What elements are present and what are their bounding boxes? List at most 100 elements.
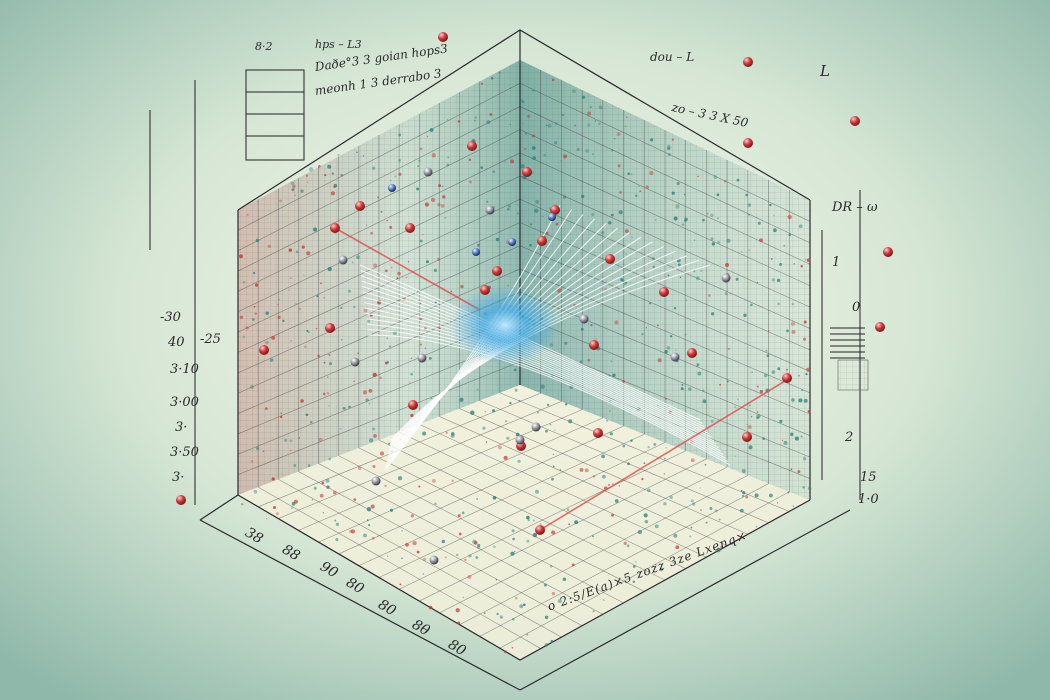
speckle-dot bbox=[357, 466, 362, 470]
speckle-dot bbox=[357, 352, 359, 354]
speckle-dot bbox=[641, 478, 644, 481]
speckle-dot bbox=[459, 397, 464, 402]
speckle-dot bbox=[547, 123, 552, 128]
speckle-dot bbox=[618, 484, 621, 487]
grey-sphere bbox=[515, 435, 525, 445]
speckle-dot bbox=[282, 319, 285, 322]
speckle-dot bbox=[419, 239, 423, 243]
speckle-dot bbox=[342, 406, 346, 410]
speckle-dot bbox=[791, 398, 795, 402]
grid-line bbox=[439, 466, 728, 614]
speckle-dot bbox=[526, 539, 530, 543]
speckle-dot bbox=[475, 556, 479, 559]
speckle-dot bbox=[469, 180, 473, 184]
speckle-dot bbox=[587, 358, 591, 362]
speckle-dot bbox=[747, 425, 752, 429]
speckle-dot bbox=[438, 184, 442, 188]
speckle-dot bbox=[277, 304, 279, 306]
speckle-dot bbox=[501, 616, 503, 619]
speckle-dot bbox=[759, 389, 764, 394]
speckle-dot bbox=[748, 404, 751, 407]
spheres bbox=[176, 32, 893, 565]
speckle-dot bbox=[803, 398, 808, 403]
speckle-dot bbox=[724, 292, 728, 296]
speckle-dot bbox=[709, 507, 713, 510]
speckle-dot bbox=[798, 224, 803, 229]
speckle-dot bbox=[254, 283, 259, 287]
speckle-dot bbox=[635, 194, 638, 197]
speckle-dot bbox=[579, 360, 583, 364]
speckle-dot bbox=[552, 465, 555, 468]
speckle-dot bbox=[608, 374, 611, 377]
speckle-dot bbox=[512, 617, 515, 621]
speckle-dot bbox=[486, 120, 491, 124]
speckle-dot bbox=[476, 388, 479, 391]
speckle-dot bbox=[307, 331, 310, 333]
speckle-dot bbox=[430, 397, 433, 400]
speckle-dot bbox=[572, 89, 576, 94]
speckle-dot bbox=[522, 603, 526, 607]
equation-top-left-2: hps – L3 bbox=[315, 38, 362, 51]
right-hatch-block bbox=[830, 327, 865, 359]
red-sphere bbox=[875, 322, 885, 332]
speckle-dot bbox=[781, 439, 784, 442]
speckle-dot bbox=[745, 193, 748, 197]
speckle-dot bbox=[405, 276, 408, 279]
left-axis-tick-7: 3· bbox=[172, 470, 185, 485]
speckle-dot bbox=[681, 383, 684, 386]
speckle-dot bbox=[773, 214, 775, 217]
speckle-dot bbox=[591, 212, 595, 217]
speckle-dot bbox=[426, 135, 429, 138]
speckle-dot bbox=[519, 604, 524, 609]
speckle-dot bbox=[667, 146, 671, 150]
speckle-dot bbox=[532, 532, 538, 538]
speckle-dot bbox=[587, 123, 591, 127]
speckle-dot bbox=[310, 536, 313, 540]
speckle-dot bbox=[482, 426, 486, 430]
speckle-dot bbox=[422, 573, 425, 575]
speckle-dot bbox=[450, 431, 455, 436]
speckle-dot bbox=[745, 495, 749, 499]
left-axis-tick-1: 40 bbox=[168, 335, 185, 350]
speckle-dot bbox=[367, 319, 371, 323]
equation-top-right-2: L bbox=[820, 62, 830, 80]
left-axis-tick-3: 3·10 bbox=[170, 362, 199, 377]
speckle-dot bbox=[806, 367, 811, 372]
grey-sphere bbox=[350, 357, 360, 367]
speckle-dot bbox=[550, 639, 554, 643]
speckle-dot bbox=[349, 529, 353, 534]
speckle-dot bbox=[398, 172, 402, 176]
speckle-dot bbox=[544, 615, 549, 620]
fan-line bbox=[367, 334, 731, 466]
speckle-dot bbox=[792, 505, 794, 507]
speckle-dot bbox=[457, 120, 461, 123]
speckle-dot bbox=[480, 166, 484, 169]
speckle-dot bbox=[750, 303, 753, 307]
speckle-dot bbox=[365, 224, 368, 226]
speckle-dot bbox=[368, 389, 373, 393]
speckle-dot bbox=[398, 133, 402, 137]
speckle-dot bbox=[435, 215, 438, 217]
speckle-dot bbox=[518, 399, 521, 402]
grid-line bbox=[237, 361, 521, 475]
speckle-dot bbox=[702, 218, 705, 222]
speckle-dot bbox=[300, 399, 304, 403]
speckle-dot bbox=[802, 457, 807, 461]
speckle-dot bbox=[410, 413, 414, 418]
speckle-dot bbox=[554, 141, 558, 145]
red-sphere bbox=[438, 32, 448, 42]
speckle-dot bbox=[643, 513, 648, 518]
speckle-dot bbox=[401, 530, 403, 532]
red-sphere bbox=[405, 223, 415, 233]
speckle-dot bbox=[295, 303, 297, 305]
speckle-dot bbox=[656, 324, 659, 327]
grey-sphere bbox=[371, 476, 381, 486]
fan-line bbox=[367, 329, 728, 462]
speckle-dot bbox=[786, 329, 789, 333]
speckle-dot bbox=[371, 536, 375, 540]
speckle-dot bbox=[630, 173, 633, 176]
speckle-dot bbox=[676, 181, 680, 186]
speckle-dot bbox=[557, 288, 562, 293]
speckle-dot bbox=[306, 181, 309, 183]
speckle-dot bbox=[422, 233, 424, 236]
